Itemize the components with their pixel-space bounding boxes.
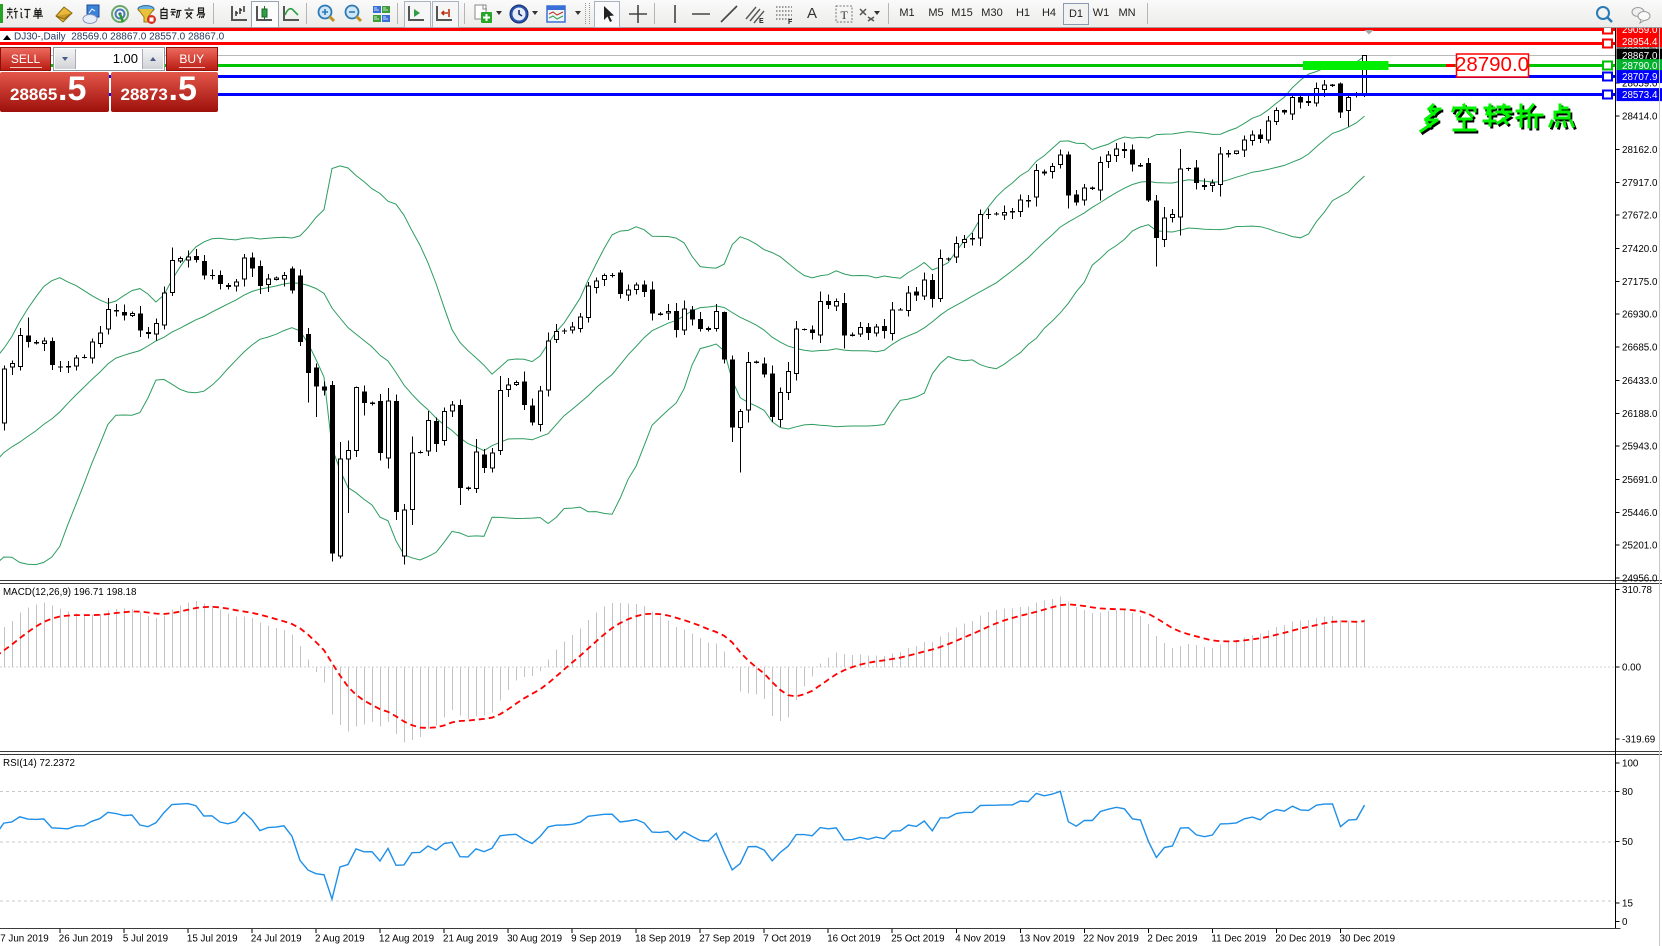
svg-text:28707.9: 28707.9 [1622,72,1657,83]
svg-text:24956.0: 24956.0 [1622,573,1658,584]
svg-text:22 Nov 2019: 22 Nov 2019 [1083,934,1139,945]
svg-text:17 Jun 2019: 17 Jun 2019 [0,934,49,945]
svg-text:12 Aug 2019: 12 Aug 2019 [379,934,434,945]
svg-text:27917.0: 27917.0 [1622,178,1658,189]
svg-text:25446.0: 25446.0 [1622,508,1658,519]
svg-text:26685.0: 26685.0 [1622,342,1658,353]
svg-text:9 Sep 2019: 9 Sep 2019 [571,934,621,945]
svg-text:26930.0: 26930.0 [1622,310,1658,321]
svg-text:20 Dec 2019: 20 Dec 2019 [1275,934,1331,945]
svg-text:27420.0: 27420.0 [1622,244,1658,255]
svg-text:MACD(12,26,9) 196.71 198.18: MACD(12,26,9) 196.71 198.18 [3,587,137,598]
svg-text:7 Oct 2019: 7 Oct 2019 [763,934,811,945]
svg-text:13 Nov 2019: 13 Nov 2019 [1019,934,1075,945]
svg-text:0: 0 [1622,917,1628,928]
svg-text:25 Oct 2019: 25 Oct 2019 [891,934,944,945]
svg-text:11 Dec 2019: 11 Dec 2019 [1211,934,1266,945]
svg-text:30 Aug 2019: 30 Aug 2019 [507,934,562,945]
svg-text:15: 15 [1622,899,1633,910]
svg-text:15 Jul 2019: 15 Jul 2019 [187,934,238,945]
svg-text:28414.0: 28414.0 [1622,111,1658,122]
svg-text:27 Sep 2019: 27 Sep 2019 [699,934,755,945]
svg-text:28899.5: 28899.5 [1622,43,1658,54]
svg-text:-319.69: -319.69 [1622,735,1655,746]
svg-text:28573.4: 28573.4 [1622,90,1658,101]
svg-text:28867.0: 28867.0 [1622,51,1658,62]
svg-text:25943.0: 25943.0 [1622,442,1658,453]
svg-text:30 Dec 2019: 30 Dec 2019 [1340,934,1396,945]
svg-text:5 Jul 2019: 5 Jul 2019 [123,934,168,945]
svg-text:28659.0: 28659.0 [1622,79,1658,90]
svg-text:28162.0: 28162.0 [1622,145,1658,156]
svg-text:T: T [841,8,849,22]
svg-text:24 Jul 2019: 24 Jul 2019 [251,934,302,945]
svg-text:28954.4: 28954.4 [1622,37,1658,48]
svg-text:2 Dec 2019: 2 Dec 2019 [1147,934,1197,945]
svg-text:RSI(14) 72.2372: RSI(14) 72.2372 [3,758,75,769]
svg-text:E: E [759,18,764,25]
svg-text:2 Aug 2019: 2 Aug 2019 [315,934,365,945]
svg-text:26 Jun 2019: 26 Jun 2019 [59,934,113,945]
svg-text:50: 50 [1622,837,1633,848]
svg-text:4 Nov 2019: 4 Nov 2019 [955,934,1005,945]
svg-text:16 Oct 2019: 16 Oct 2019 [827,934,880,945]
svg-text:80: 80 [1622,787,1633,798]
svg-text:0.00: 0.00 [1622,662,1642,673]
svg-text:100: 100 [1622,758,1639,769]
svg-text:25201.0: 25201.0 [1622,541,1658,552]
svg-text:29059.0: 29059.0 [1622,25,1658,36]
svg-text:25691.0: 25691.0 [1622,475,1658,486]
svg-text:F: F [788,19,793,25]
svg-text:18 Sep 2019: 18 Sep 2019 [635,934,691,945]
svg-text:28790.0: 28790.0 [1455,53,1529,76]
svg-text:27672.0: 27672.0 [1622,211,1658,222]
svg-text:DJ30-,Daily 28569.0 28867.0 2: DJ30-,Daily 28569.0 28867.0 28557.0 2886… [14,32,225,43]
svg-text:27175.0: 27175.0 [1622,277,1658,288]
svg-text:26188.0: 26188.0 [1622,409,1658,420]
svg-text:310.78: 310.78 [1622,585,1653,596]
svg-text:26433.0: 26433.0 [1622,376,1658,387]
svg-text:21 Aug 2019: 21 Aug 2019 [443,934,498,945]
svg-text:28790.0: 28790.0 [1622,61,1658,72]
